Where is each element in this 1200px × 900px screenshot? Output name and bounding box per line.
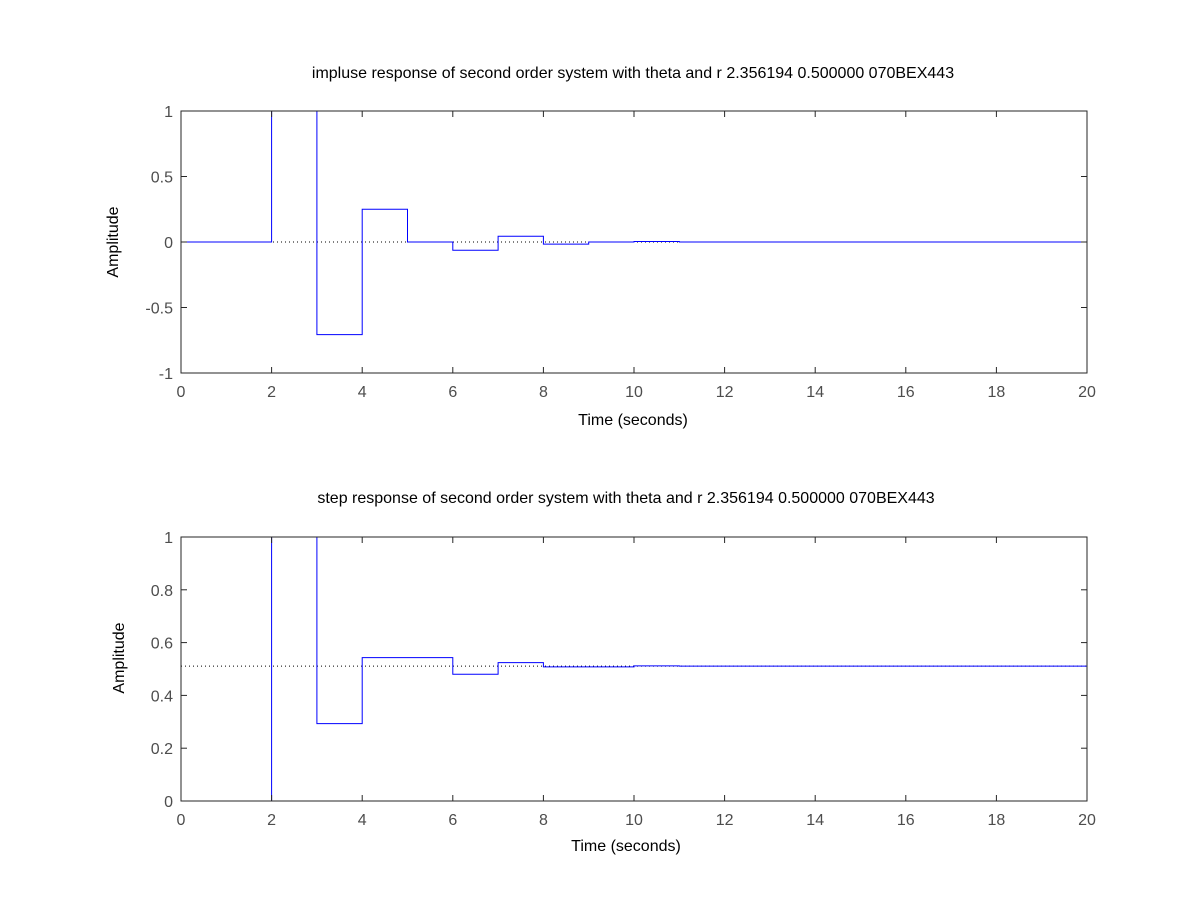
x-tick-label: 2 — [267, 384, 276, 401]
series-line — [181, 537, 1087, 801]
x-tick-label: 16 — [897, 812, 915, 829]
x-axis-label: Time (seconds) — [578, 412, 688, 429]
y-tick-label: 0.6 — [151, 636, 173, 653]
y-tick-label: -0.5 — [145, 301, 173, 318]
x-tick-label: 2 — [267, 812, 276, 829]
y-tick-label: 1 — [164, 530, 173, 547]
x-tick-label: 0 — [177, 384, 186, 401]
x-tick-label: 0 — [177, 812, 186, 829]
x-tick-label: 6 — [448, 384, 457, 401]
x-tick-label: 14 — [806, 812, 824, 829]
y-tick-label: -1 — [159, 366, 173, 383]
x-tick-label: 4 — [358, 812, 367, 829]
y-tick-label: 0.4 — [151, 688, 173, 705]
impulse-response-plot: impluse response of second order system … — [105, 65, 1096, 429]
y-axis-label: Amplitude — [111, 622, 128, 693]
x-tick-label: 12 — [716, 812, 734, 829]
y-tick-label: 0 — [164, 794, 173, 811]
x-tick-label: 14 — [806, 384, 824, 401]
x-tick-label: 10 — [625, 812, 643, 829]
x-tick-label: 4 — [358, 384, 367, 401]
y-axis-label: Amplitude — [105, 206, 122, 277]
x-tick-label: 8 — [539, 384, 548, 401]
x-tick-label: 18 — [988, 384, 1006, 401]
x-tick-label: 16 — [897, 384, 915, 401]
y-tick-label: 0 — [164, 235, 173, 252]
x-tick-label: 10 — [625, 384, 643, 401]
plot-title: impluse response of second order system … — [312, 65, 954, 82]
x-tick-label: 18 — [988, 812, 1006, 829]
y-tick-label: 0.2 — [151, 741, 173, 758]
step-response-plot: step response of second order system wit… — [111, 490, 1096, 855]
plot-area — [181, 537, 1087, 801]
x-tick-label: 20 — [1078, 812, 1096, 829]
x-tick-label: 8 — [539, 812, 548, 829]
x-tick-label: 12 — [716, 384, 734, 401]
x-tick-label: 6 — [448, 812, 457, 829]
y-tick-label: 0.5 — [151, 170, 173, 187]
x-axis-label: Time (seconds) — [571, 838, 681, 855]
x-tick-label: 20 — [1078, 384, 1096, 401]
series-line — [181, 111, 1087, 336]
y-tick-label: 0.8 — [151, 583, 173, 600]
plot-title: step response of second order system wit… — [317, 490, 934, 507]
y-tick-label: 1 — [164, 104, 173, 121]
